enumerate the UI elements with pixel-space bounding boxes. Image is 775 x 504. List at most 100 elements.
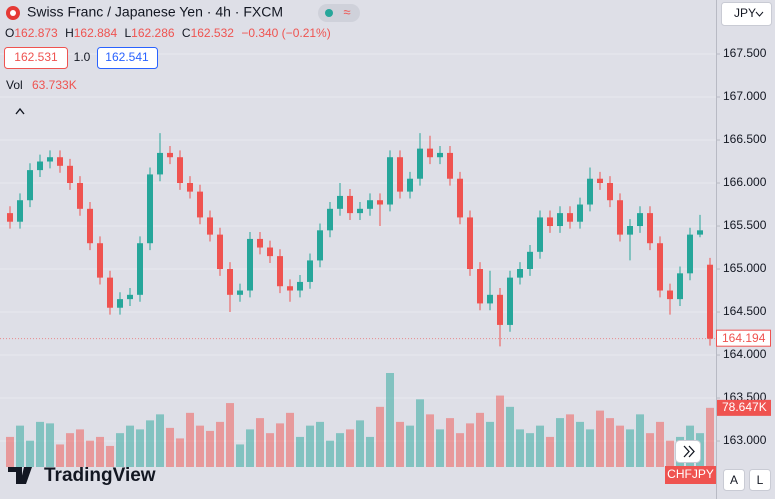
badges: 164.194 78.647K	[0, 329, 771, 416]
symbol-badge-text: CHFJPY	[667, 467, 714, 481]
candle-body	[107, 277, 113, 308]
currency-button[interactable]	[721, 2, 772, 26]
close-label: C	[182, 26, 191, 40]
volume-bar	[566, 414, 574, 467]
volume-bar	[486, 421, 494, 467]
change-value: −0.340 (−0.21%)	[241, 26, 330, 40]
status-icon: ≈	[343, 4, 350, 19]
high-value: 162.884	[74, 26, 118, 40]
volume-bar	[236, 444, 244, 467]
candle-body	[367, 200, 373, 209]
volume-bar	[496, 395, 504, 467]
candle-body	[17, 200, 23, 222]
y-tick-label: 167.000	[723, 89, 767, 103]
candle-body	[627, 226, 633, 235]
volume-bar	[626, 429, 634, 467]
volume-bar	[516, 429, 524, 467]
candle-body	[417, 148, 423, 179]
buy-button[interactable]	[97, 47, 158, 69]
candle-body	[467, 217, 473, 270]
volume-bar	[326, 440, 334, 467]
candle-body	[397, 157, 403, 192]
volume-bar	[386, 373, 394, 467]
candle-body	[37, 161, 43, 171]
candle-body	[127, 294, 133, 300]
price-axis	[716, 0, 775, 499]
candle-body	[607, 183, 613, 201]
volume-bar	[656, 421, 664, 467]
volume-bar	[356, 420, 364, 467]
y-tick-label: 166.500	[723, 132, 767, 146]
volume-bar	[646, 433, 654, 467]
candle-body	[207, 217, 213, 235]
volume-bar	[6, 436, 14, 467]
y-tick-label: 165.500	[723, 218, 767, 232]
candle-body	[457, 178, 463, 218]
candle-body	[387, 157, 393, 205]
candle-body	[77, 183, 83, 209]
log-scale-text[interactable]: L	[757, 473, 764, 487]
volume-bar	[476, 412, 484, 467]
volume-bar	[76, 429, 84, 467]
volume-bar	[276, 423, 284, 467]
currency[interactable]: JPY	[734, 6, 756, 20]
volume-bar	[466, 423, 474, 467]
sell-price[interactable]: 162.531	[14, 50, 58, 64]
volume-bar	[396, 421, 404, 467]
auto-scale-button[interactable]	[723, 469, 745, 491]
brand-logo: TradingView	[8, 465, 156, 486]
candle-body	[407, 178, 413, 192]
scroll-to-realtime[interactable]	[675, 440, 701, 463]
candle-body	[537, 217, 543, 252]
candle-body	[217, 234, 223, 270]
symbol-icon-dot	[10, 10, 16, 16]
volume-bar	[66, 433, 74, 467]
buy-price[interactable]: 162.541	[105, 50, 149, 64]
volume-bar	[526, 433, 534, 467]
volume-bar	[126, 425, 134, 467]
candle-body	[477, 269, 483, 304]
collapse-legend[interactable]	[15, 107, 25, 115]
candle-body	[277, 256, 283, 287]
log-scale-button[interactable]	[749, 469, 771, 491]
candle-body	[7, 213, 13, 222]
volume-bar	[166, 427, 174, 467]
candle-body	[487, 294, 493, 304]
volume-bar	[636, 414, 644, 467]
candle-body	[47, 157, 53, 162]
volume-value: 63.733K	[32, 78, 77, 92]
candle-body	[167, 152, 173, 158]
volume-bar	[436, 429, 444, 467]
auto-scale-text[interactable]: A	[730, 473, 738, 487]
candle-body	[687, 234, 693, 274]
candle-body	[507, 277, 513, 325]
candle-body	[97, 243, 103, 278]
status-pill	[318, 4, 360, 22]
volume-bar	[176, 438, 184, 467]
high-label: H	[65, 26, 74, 40]
y-tick-label: 165.000	[723, 261, 767, 275]
candle-body	[227, 269, 233, 295]
volume-bar	[606, 418, 614, 467]
y-tick-label: 163.000	[723, 433, 767, 447]
candle-body	[147, 174, 153, 244]
candle-body	[267, 247, 273, 257]
volume-bar	[206, 430, 214, 467]
volume-bar	[286, 412, 294, 467]
y-tick-label: 167.500	[723, 46, 767, 60]
candle-body	[257, 238, 263, 248]
y-tick-label: 164.000	[723, 347, 767, 361]
candle-body	[437, 152, 443, 158]
last-price-badge	[716, 329, 771, 347]
candle-body	[197, 191, 203, 218]
volume-bar	[556, 418, 564, 467]
brand-mark	[8, 467, 32, 484]
candle-body	[57, 157, 63, 166]
volume-bar	[336, 433, 344, 467]
symbol-badge	[665, 466, 716, 484]
candle-body	[677, 273, 683, 300]
sell-button[interactable]	[4, 47, 68, 69]
candle-body	[667, 290, 673, 300]
last-price-text: 164.194	[722, 331, 766, 345]
